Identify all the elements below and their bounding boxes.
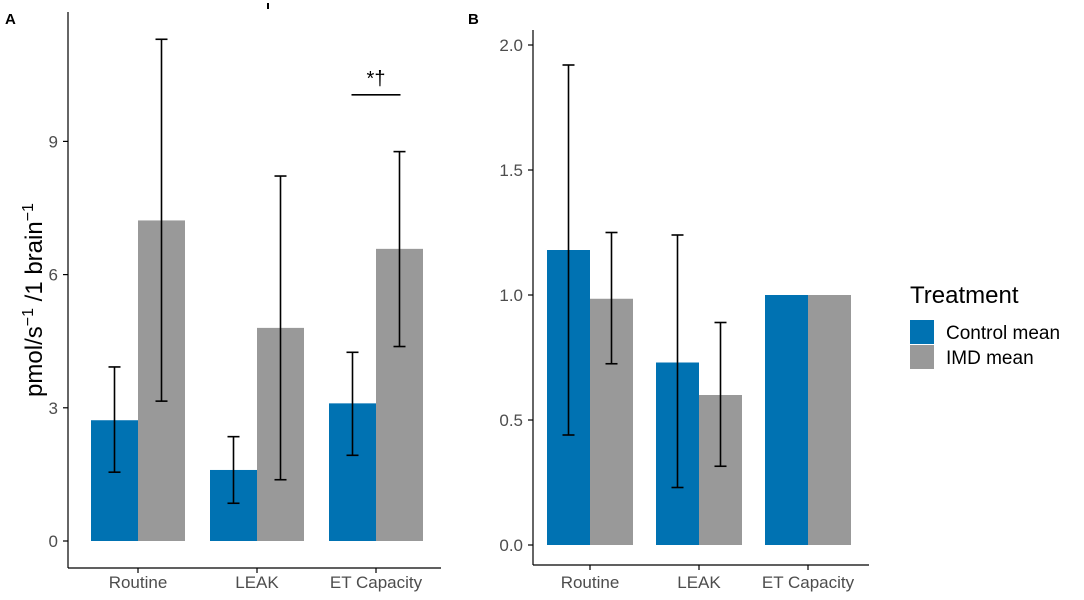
- panel-b-errorbar-control-1: [562, 64, 575, 436]
- panel-a-y-tick-label: 0: [49, 532, 58, 551]
- legend-swatch-control: [910, 320, 934, 344]
- panel-b-y-tick-label: 1.0: [499, 286, 523, 305]
- panel-b-bar-imd-3: [808, 295, 851, 545]
- panel-a-plot: 0 3 6 9 Routine LEAK ET Capacity *†: [49, 3, 441, 592]
- panel-a-errorbar-control-1: [108, 366, 121, 473]
- panel-a-x-tick-label-3: ET Capacity: [330, 573, 423, 592]
- legend: Treatment Control mean IMD mean: [910, 282, 1060, 369]
- panel-a-errorbar-control-3: [346, 351, 359, 457]
- panel-a-y-tick-label: 6: [49, 266, 58, 285]
- panel-a-y-axis-title: pmol/s−1 /1 brain−1: [20, 203, 48, 397]
- legend-label-imd: IMD mean: [946, 348, 1034, 369]
- panel-a-label: A: [5, 11, 16, 28]
- legend-title: Treatment: [910, 282, 1019, 309]
- panel-b-plot: 0.0 0.5 1.0 1.5 2.0 Routine LEAK ET Capacity: [499, 30, 869, 592]
- panel-a-y-tick-label: 3: [49, 399, 58, 418]
- panel-b-x-tick-label-2: LEAK: [677, 573, 721, 592]
- panel-b-y-tick-label: 0.5: [499, 411, 523, 430]
- y-title-mid: /1 brain: [21, 221, 48, 308]
- panel-b-errorbar-control-2: [671, 234, 684, 489]
- panel-b-label: B: [468, 11, 479, 28]
- panel-b-x-tick-label-1: Routine: [561, 573, 620, 592]
- legend-swatch-imd: [910, 345, 934, 369]
- panel-a-errorbar-imd-3: [393, 150, 406, 348]
- panel-a-significance-label: *†: [367, 68, 386, 90]
- panel-b-y-tick-label: 2.0: [499, 36, 523, 55]
- panel-b-errorbar-imd-2: [714, 321, 727, 468]
- legend-label-control: Control mean: [946, 323, 1060, 344]
- panel-b-x-tick-label-3: ET Capacity: [762, 573, 855, 592]
- panel-b-errorbar-imd-1: [605, 231, 618, 365]
- panel-a-y-tick-label: 9: [49, 132, 58, 151]
- panel-a-x-tick-label-2: LEAK: [235, 573, 279, 592]
- panel-a-errorbar-imd-2: [274, 175, 287, 481]
- y-title-sup2: −1: [20, 203, 37, 221]
- panel-b-y-tick-label: 1.5: [499, 161, 523, 180]
- panel-a-x-tick-label-1: Routine: [109, 573, 168, 592]
- panel-b: B 0.0 0.5 1.0 1.5 2.0 Routine LEAK ET Capacity: [468, 11, 869, 592]
- y-title-sup1: −1: [20, 308, 37, 326]
- panel-a-errorbar-control-2: [227, 435, 240, 505]
- panel-b-bar-control-3: [765, 295, 808, 545]
- panel-b-y-tick-label: 0.0: [499, 536, 523, 555]
- panel-a-errorbar-imd-1: [155, 38, 168, 402]
- y-title-base: pmol/s: [21, 326, 48, 397]
